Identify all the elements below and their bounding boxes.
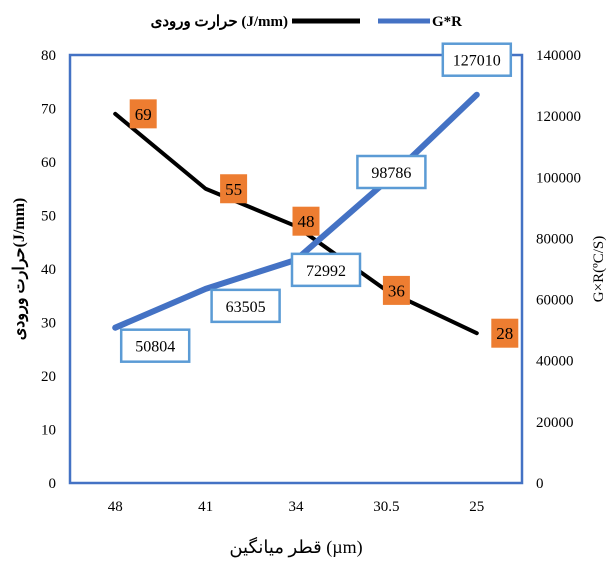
right-tick-label-4: 80000 (536, 231, 574, 247)
heat-label-box-0 (129, 99, 157, 129)
legend-label-heat: حرارت ورودی (J/mm) (151, 14, 288, 30)
gr-label-0: 50804 (135, 339, 175, 356)
left-tick-label-2: 20 (41, 369, 56, 385)
x-axis-title: قطر میانگین (µm) (229, 536, 362, 558)
heat-label-4: 28 (496, 324, 513, 343)
x-tick-label-4: 25 (469, 499, 484, 515)
right-tick-label-6: 120000 (536, 109, 581, 125)
gr-label-2: 72992 (306, 263, 346, 280)
left-tick-label-1: 10 (41, 423, 56, 439)
left-tick-label-0: 0 (49, 476, 57, 492)
left-axis-title: حرارت ورودی(J/mm) (11, 198, 29, 341)
left-tick-label-6: 60 (41, 155, 56, 171)
left-tick-label-4: 40 (41, 262, 56, 278)
right-tick-label-1: 20000 (536, 415, 574, 431)
left-tick-label-3: 30 (41, 316, 56, 332)
gr-label-box-3 (356, 154, 427, 190)
left-tick-label-7: 70 (41, 102, 56, 118)
x-tick-label-3: 30.5 (373, 499, 399, 515)
x-tick-label-0: 48 (108, 499, 123, 515)
heat-label-box-2 (292, 206, 320, 236)
right-tick-label-2: 40000 (536, 354, 574, 370)
right-tick-label-3: 60000 (536, 293, 574, 309)
heat-label-3: 36 (388, 281, 405, 300)
left-tick-label-5: 50 (41, 209, 56, 225)
heat-label-1: 55 (225, 180, 242, 199)
gr-label-4: 127010 (453, 53, 501, 70)
gr-label-3: 98786 (371, 165, 411, 182)
heat-label-box-1 (220, 174, 248, 204)
right-axis-title: G×R(ºC/S) (591, 236, 607, 302)
gr-label-1: 63505 (226, 299, 266, 316)
gr-label-box-0 (119, 328, 191, 363)
plot-area-border (68, 53, 524, 485)
heat-label-0: 69 (135, 105, 152, 124)
right-axis-ticks: 0 20000 40000 60000 80000 100000 120000 140000 (536, 48, 581, 492)
left-tick-label-8: 80 (41, 48, 56, 64)
heat-label-box-3 (382, 275, 410, 305)
legend-label-gr: G*R (432, 14, 462, 30)
x-axis-ticks: 48 41 34 30.5 25 (108, 499, 485, 515)
legend: حرارت ورودی (J/mm) G*R (151, 14, 463, 30)
data-labels: 69 55 48 36 28 50804 63505 72992 98786 127010 (119, 42, 519, 363)
right-tick-label-7: 140000 (536, 48, 581, 64)
x-tick-label-1: 41 (198, 499, 213, 515)
gr-label-box-1 (210, 288, 281, 324)
heat-label-2: 48 (298, 212, 315, 231)
right-tick-label-5: 100000 (536, 170, 581, 186)
gr-label-box-2 (290, 252, 362, 288)
x-tick-label-2: 34 (289, 499, 305, 515)
heat-label-box-4 (491, 318, 519, 348)
right-tick-label-0: 0 (536, 476, 544, 492)
gr-label-box-4 (441, 42, 513, 77)
left-axis-ticks: 0 10 20 30 40 50 60 70 80 (41, 48, 56, 492)
